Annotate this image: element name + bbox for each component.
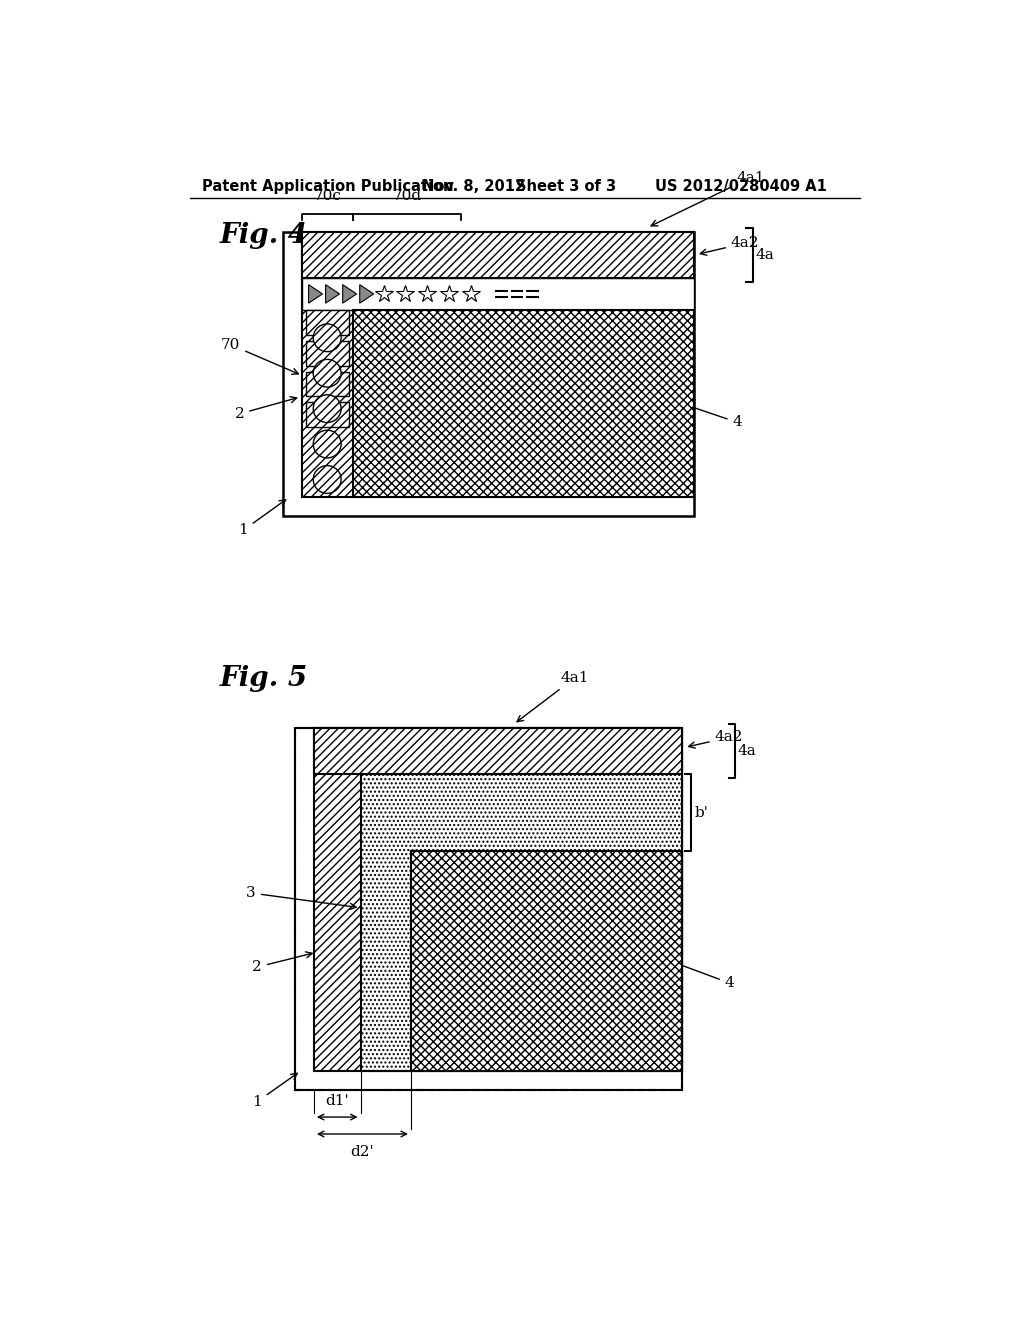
- Text: 4a: 4a: [756, 248, 774, 261]
- Text: 4: 4: [686, 404, 742, 429]
- Text: Fig. 5: Fig. 5: [219, 665, 307, 692]
- Text: Fig. 4: Fig. 4: [219, 222, 307, 249]
- Text: 1: 1: [252, 1073, 297, 1109]
- Bar: [306, 403, 349, 428]
- Text: Patent Application Publication: Patent Application Publication: [202, 180, 454, 194]
- Text: b': b': [694, 807, 709, 820]
- Bar: [352, 310, 693, 498]
- Bar: [302, 231, 693, 498]
- Text: 4a1: 4a1: [651, 170, 765, 226]
- Text: 70e: 70e: [461, 305, 524, 341]
- Text: 4a1: 4a1: [517, 671, 589, 722]
- Text: 70b: 70b: [358, 350, 412, 371]
- Bar: [306, 310, 349, 335]
- Text: 3: 3: [246, 886, 356, 909]
- Polygon shape: [359, 285, 374, 304]
- Bar: [283, 231, 693, 516]
- Text: 70: 70: [221, 338, 298, 375]
- Polygon shape: [343, 285, 356, 304]
- Bar: [306, 341, 349, 366]
- Bar: [411, 851, 682, 1071]
- Text: 2: 2: [252, 952, 312, 974]
- Text: 1: 1: [239, 500, 286, 537]
- Text: 70c: 70c: [313, 189, 341, 203]
- Text: d1': d1': [326, 1094, 349, 1107]
- Text: 70d: 70d: [392, 189, 422, 203]
- Text: 4: 4: [675, 962, 734, 990]
- Text: d2': d2': [350, 1144, 374, 1159]
- Text: 2: 2: [234, 396, 297, 421]
- Bar: [360, 775, 682, 1071]
- Text: Nov. 8, 2012: Nov. 8, 2012: [423, 180, 525, 194]
- Text: US 2012/0280409 A1: US 2012/0280409 A1: [655, 180, 826, 194]
- Bar: [314, 729, 682, 775]
- Text: 70a: 70a: [358, 409, 411, 432]
- Polygon shape: [308, 285, 323, 304]
- Text: 4a: 4a: [738, 744, 757, 758]
- Polygon shape: [326, 285, 340, 304]
- Text: Sheet 3 of 3: Sheet 3 of 3: [515, 180, 615, 194]
- Text: 4a2: 4a2: [700, 236, 760, 255]
- Bar: [295, 729, 682, 1090]
- Bar: [314, 729, 682, 1071]
- Circle shape: [313, 430, 341, 458]
- Circle shape: [313, 323, 341, 351]
- Circle shape: [313, 395, 341, 422]
- Bar: [306, 372, 349, 396]
- Circle shape: [313, 466, 341, 494]
- Text: 4a2: 4a2: [689, 730, 743, 748]
- Bar: [302, 277, 693, 310]
- Bar: [302, 231, 693, 277]
- Circle shape: [313, 359, 341, 387]
- Bar: [295, 729, 682, 1090]
